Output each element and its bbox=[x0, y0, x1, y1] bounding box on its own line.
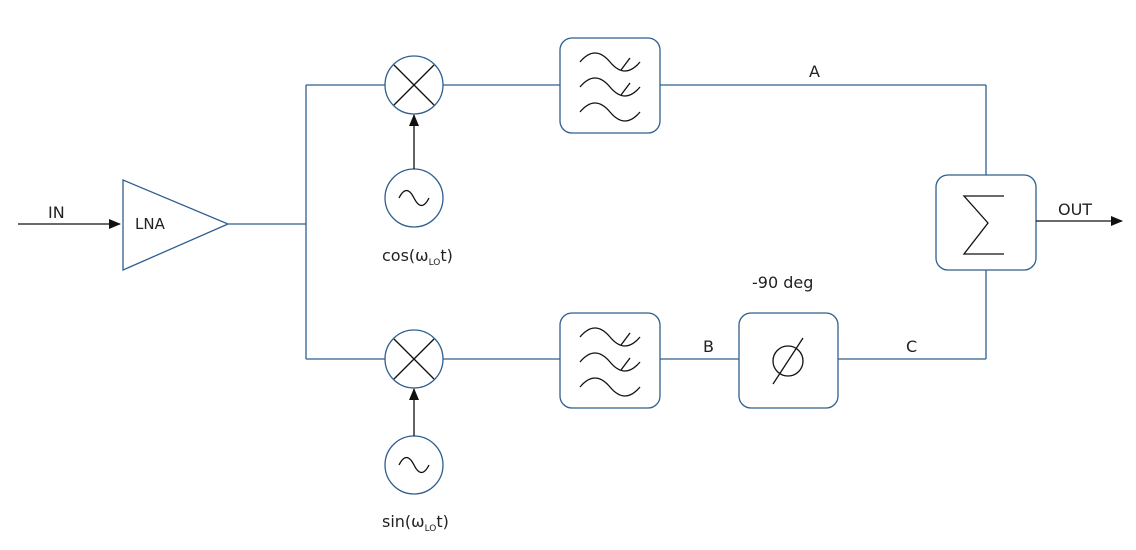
mixer-top bbox=[384, 55, 444, 115]
node-b-label: B bbox=[703, 337, 714, 356]
path-b: B bbox=[660, 337, 739, 360]
sigma-icon bbox=[962, 195, 1004, 255]
output-label: OUT bbox=[1058, 200, 1092, 219]
phase-shift-label: -90 deg bbox=[752, 273, 813, 292]
sine-wave-icon bbox=[398, 456, 430, 474]
mixer-bottom bbox=[384, 329, 444, 389]
mixer-x-icon bbox=[393, 64, 435, 106]
filter-bottom bbox=[559, 312, 661, 409]
lo-sin-label: sin(ωLOt) bbox=[382, 512, 449, 534]
input-signal: IN bbox=[18, 203, 121, 229]
input-label: IN bbox=[48, 203, 65, 222]
bandpass-filter-icon bbox=[579, 327, 641, 397]
mixer-x-icon bbox=[393, 338, 435, 380]
phase-shift-icon bbox=[772, 337, 804, 385]
lo-cos-label: cos(ωLOt) bbox=[382, 246, 453, 268]
filter-top bbox=[559, 37, 661, 134]
phase-shifter: -90 deg bbox=[738, 273, 839, 409]
split-wires bbox=[228, 84, 385, 360]
bandpass-filter-icon bbox=[579, 52, 641, 122]
summer-block bbox=[935, 174, 1037, 271]
sine-wave-icon bbox=[398, 189, 430, 207]
node-c-label: C bbox=[906, 337, 917, 356]
path-c: C bbox=[838, 270, 987, 360]
lna-label: LNA bbox=[135, 215, 166, 233]
node-a-label: A bbox=[809, 62, 820, 81]
path-a: A bbox=[660, 62, 987, 175]
oscillator-sin: sin(ωLOt) bbox=[382, 388, 449, 534]
oscillator-cos: cos(ωLOt) bbox=[382, 114, 453, 268]
lna-amplifier: LNA bbox=[122, 179, 230, 271]
output-signal: OUT bbox=[1036, 200, 1123, 226]
